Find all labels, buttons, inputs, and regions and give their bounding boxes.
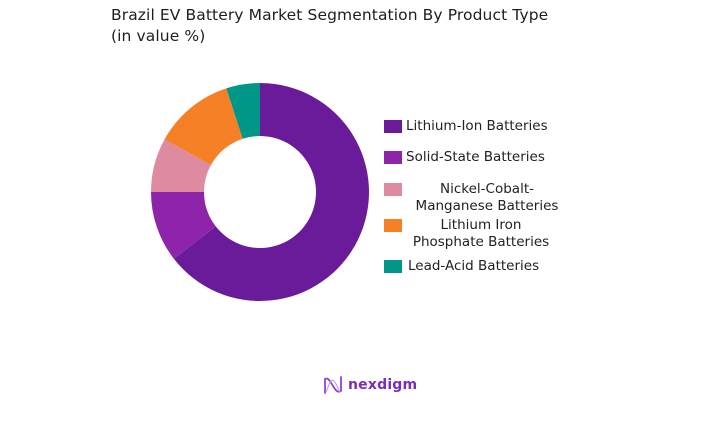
chart-title-line1: Brazil EV Battery Market Segmentation By… — [111, 6, 549, 24]
brand-logo: nexdigm — [323, 375, 417, 395]
chart-title-line2: (in value %) — [111, 27, 206, 45]
legend-swatch — [384, 120, 402, 133]
legend-swatch — [384, 183, 402, 196]
nexdigm-wave-icon — [324, 376, 342, 394]
legend-item-ncm: Nickel-Cobalt-Manganese Batteries — [384, 181, 574, 215]
donut-slice — [173, 83, 369, 302]
legend-item-lithium-ion: Lithium-Ion Batteries — [384, 118, 548, 135]
donut-slice — [151, 192, 216, 259]
legend-swatch — [384, 260, 402, 273]
legend-item-lfp: Lithium Iron Phosphate Batteries — [384, 217, 574, 251]
chart-title: Brazil EV Battery Market Segmentation By… — [111, 5, 548, 47]
donut-slice — [164, 88, 243, 166]
legend-swatch — [384, 219, 402, 232]
legend-item-solid-state: Solid-State Batteries — [384, 149, 545, 166]
donut-slice — [226, 83, 260, 139]
legend-item-lead-acid: Lead-Acid Batteries — [384, 258, 539, 275]
donut-slice — [151, 139, 211, 192]
logo-text: nexdigm — [348, 377, 418, 393]
donut-chart — [151, 83, 369, 302]
legend-swatch — [384, 151, 402, 164]
